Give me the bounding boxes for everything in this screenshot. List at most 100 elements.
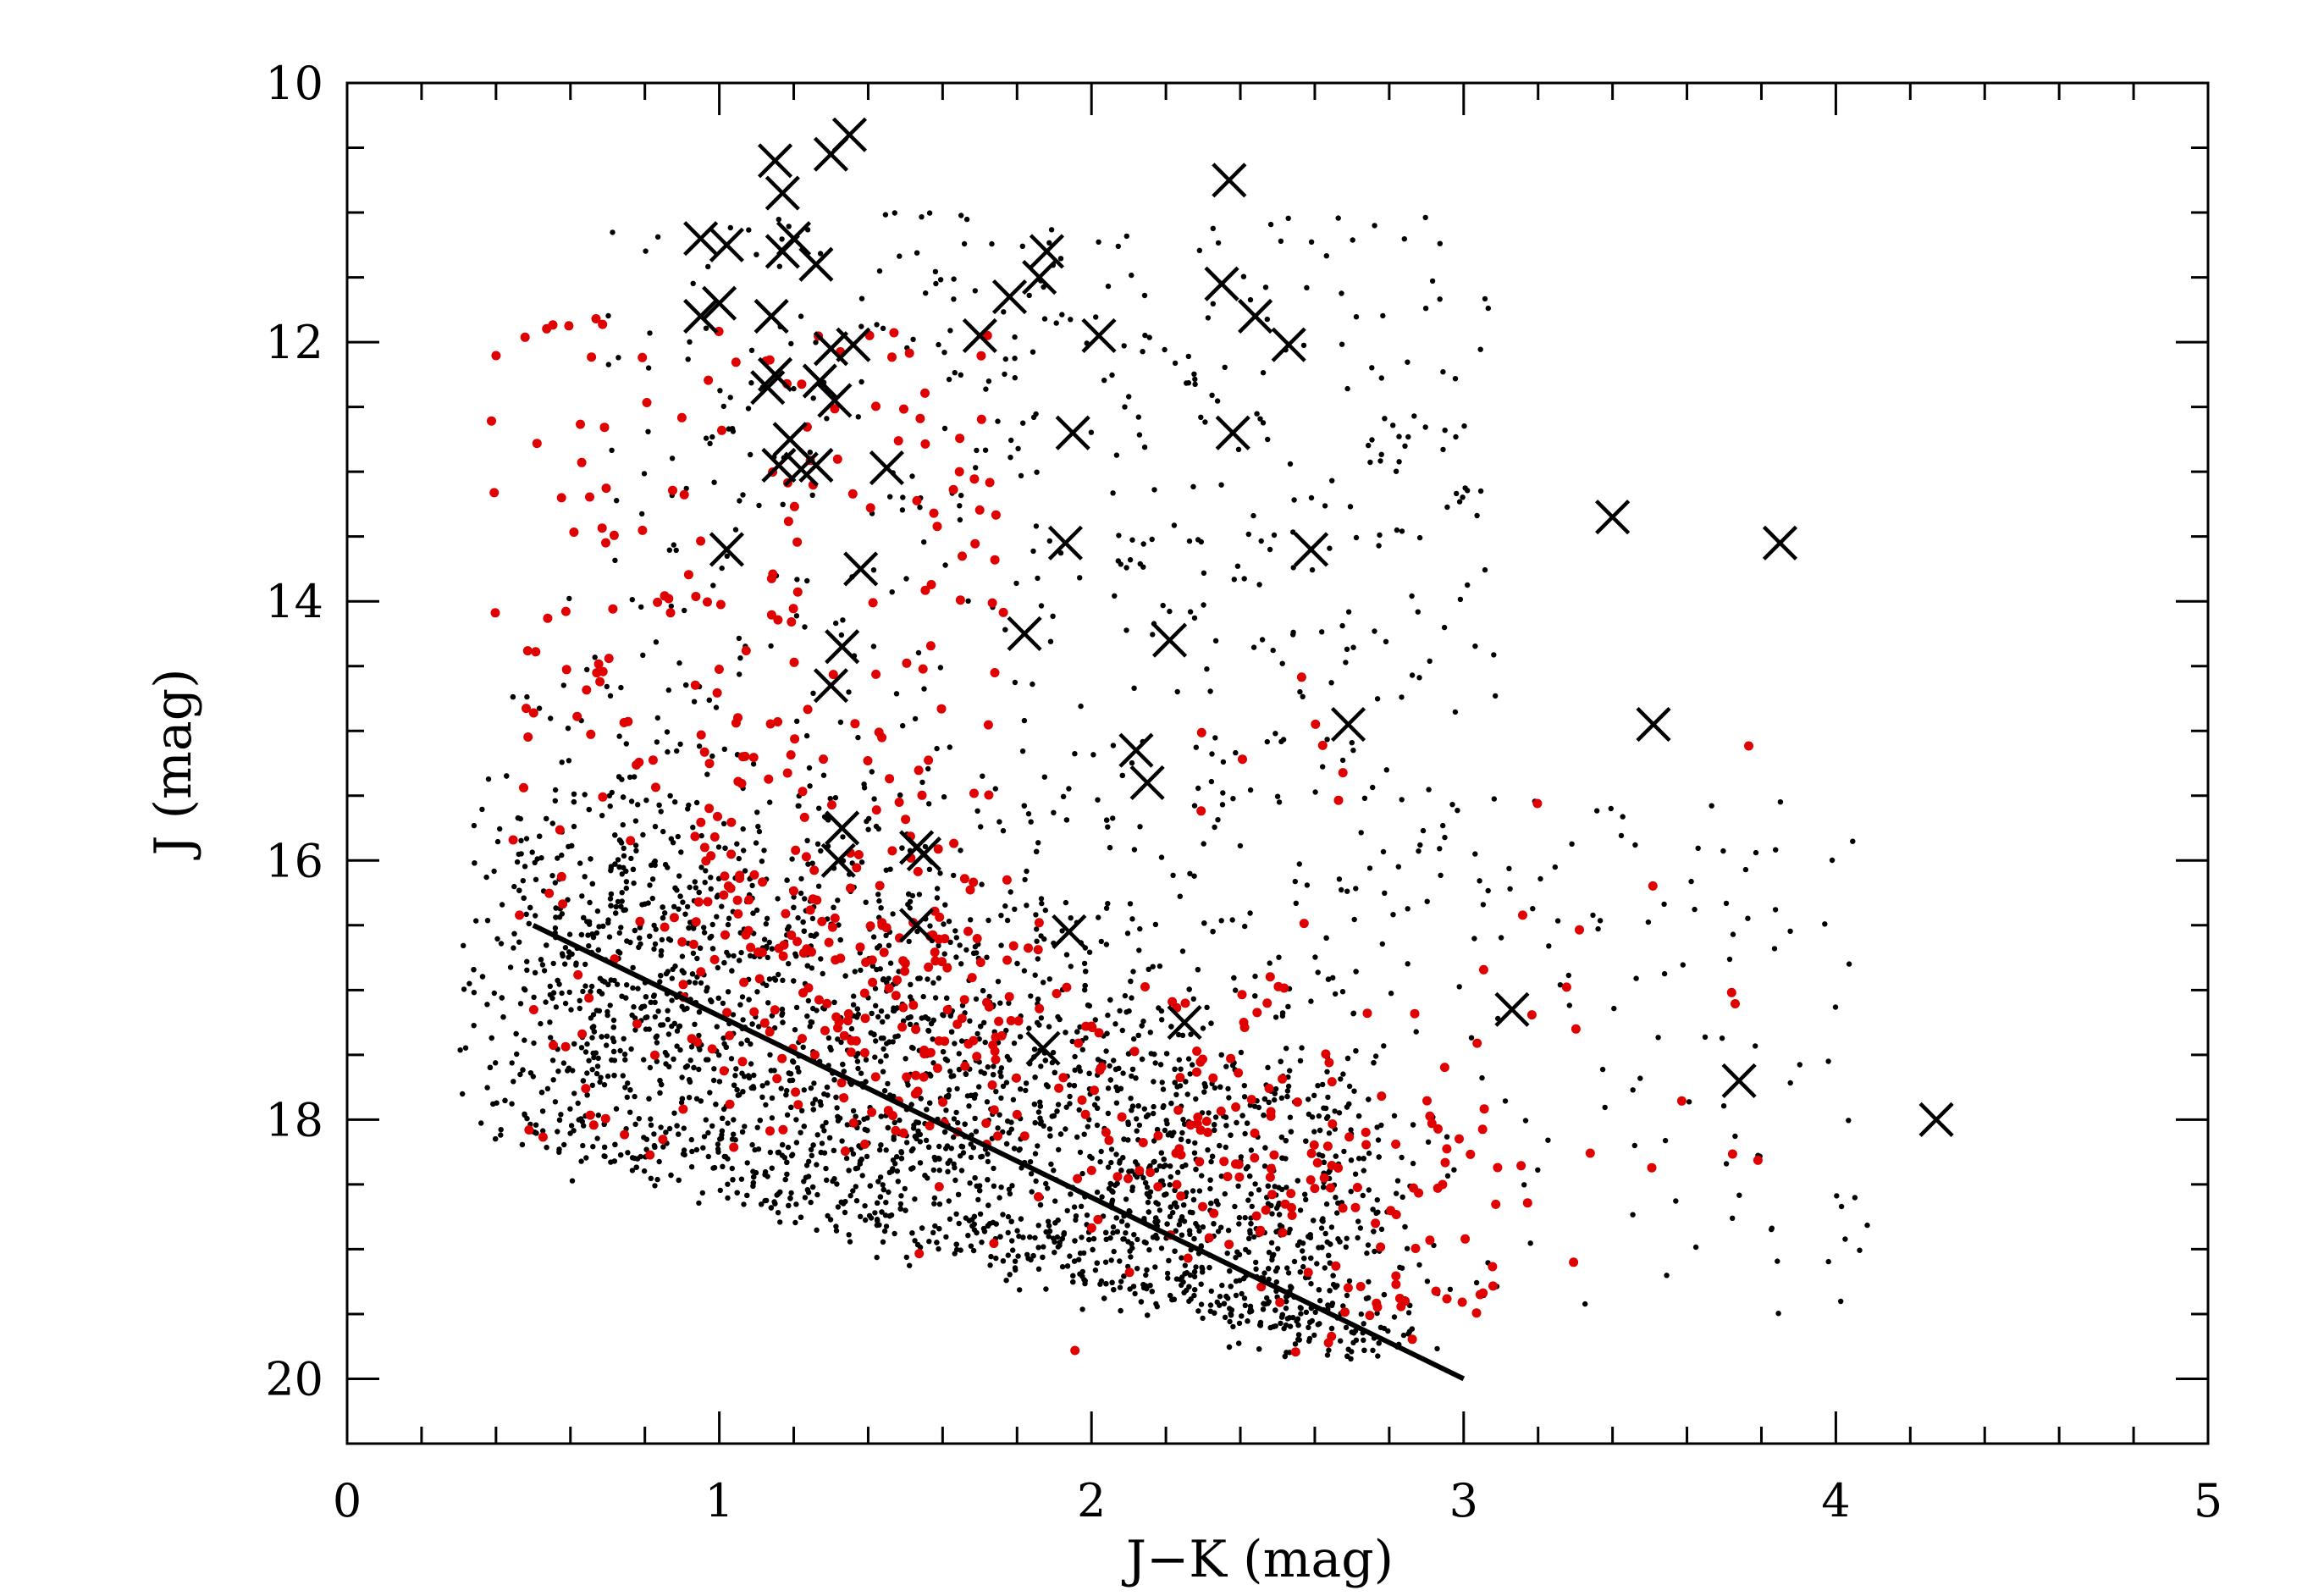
data-point-red [560,1041,571,1052]
data-point-black [953,1211,959,1218]
data-point-black [1390,422,1396,428]
data-point-black [779,1006,786,1013]
data-point-red [1129,1047,1140,1057]
data-point-black [1179,1129,1185,1136]
data-point-black [684,1005,690,1012]
data-point-black [1035,1109,1042,1115]
y-axis-title: J (mag) [144,668,203,860]
data-point-black [1370,1347,1376,1354]
data-point-black [1441,624,1448,631]
data-point-black [1245,1318,1250,1324]
data-point-black [948,1074,954,1080]
data-point-black [1402,443,1408,449]
data-point-red [577,457,587,467]
data-point-black [1139,1056,1145,1063]
data-point-red [1296,672,1306,682]
data-point-red [1201,1116,1212,1126]
data-point-black [1074,1134,1080,1140]
data-point-red [595,677,605,687]
data-point-black [1295,1316,1301,1323]
data-point-black [1041,774,1048,780]
data-point-black [611,1073,617,1079]
cross-marker [1293,532,1329,567]
data-point-black [810,1101,816,1107]
data-point-red [522,704,531,714]
data-point-red [704,375,714,385]
data-point-black [881,1088,888,1094]
y-tick-label: 12 [265,316,323,369]
data-point-black [725,989,731,995]
data-point-black [1349,740,1355,746]
data-point-black [721,746,727,752]
data-point-black [1256,582,1262,588]
data-point-black [555,855,560,861]
data-point-black [511,1079,516,1085]
data-point-black [741,1074,748,1080]
data-point-black [1312,954,1318,960]
data-point-black [1209,1153,1216,1160]
data-point-black [580,1142,586,1149]
data-point-black [569,1178,576,1184]
data-point-black [792,1219,798,1226]
data-point-red [733,713,742,723]
data-point-red [937,957,947,967]
data-point-black [1308,494,1315,501]
data-point-black [585,932,591,938]
data-point-black [874,1222,881,1229]
data-point-black [1300,1248,1306,1254]
data-point-black [765,1000,771,1006]
data-point-black [714,914,720,919]
data-point-black [864,1153,870,1160]
data-point-black [1321,1159,1328,1166]
data-point-black [548,1035,554,1041]
data-point-black [972,1115,978,1122]
data-point-black [953,1246,960,1253]
data-point-black [1105,824,1111,830]
data-point-black [1051,1113,1057,1119]
data-point-black [1296,1337,1302,1343]
data-point-red [1493,1162,1503,1173]
data-point-black [768,1068,774,1074]
data-point-black [1125,1051,1132,1057]
data-point-red [731,357,741,367]
data-point-red [942,1005,952,1015]
data-point-black [1451,1167,1457,1173]
data-point-black [1105,283,1112,290]
data-point-red [1104,1135,1114,1146]
data-point-black [471,990,478,996]
data-point-black [958,372,964,378]
data-point-black [1440,446,1446,453]
data-point-black [708,875,714,881]
data-point-black [531,1040,537,1047]
data-point-black [543,999,549,1005]
data-point-black [912,1134,919,1140]
data-point-black [1620,814,1626,820]
data-point-black [1033,523,1040,529]
data-point-black [1176,1222,1183,1228]
data-point-black [1107,1063,1112,1069]
data-point-red [965,885,975,895]
data-point-black [1260,370,1267,376]
cross-marker [761,447,797,483]
data-point-black [1292,1341,1299,1347]
data-point-black [1179,1214,1185,1220]
data-point-black [793,1117,799,1123]
data-point-black [1335,215,1341,221]
data-point-red [1361,1127,1371,1137]
data-point-black [1191,873,1197,879]
data-point-black [1329,1301,1336,1306]
data-point-black [825,1092,831,1098]
data-point-black [1631,1142,1638,1149]
data-point-black [1152,921,1159,928]
data-point-black [1110,743,1117,748]
data-point-black [1128,1096,1134,1102]
data-point-black [798,1129,803,1135]
data-point-black [1099,1194,1105,1200]
data-point-black [1719,1035,1725,1041]
data-point-black [814,931,820,937]
data-point-black [748,1041,754,1047]
data-point-black [1210,225,1217,231]
data-point-red [726,817,737,827]
data-point-red [904,348,914,358]
data-point-black [719,903,725,909]
